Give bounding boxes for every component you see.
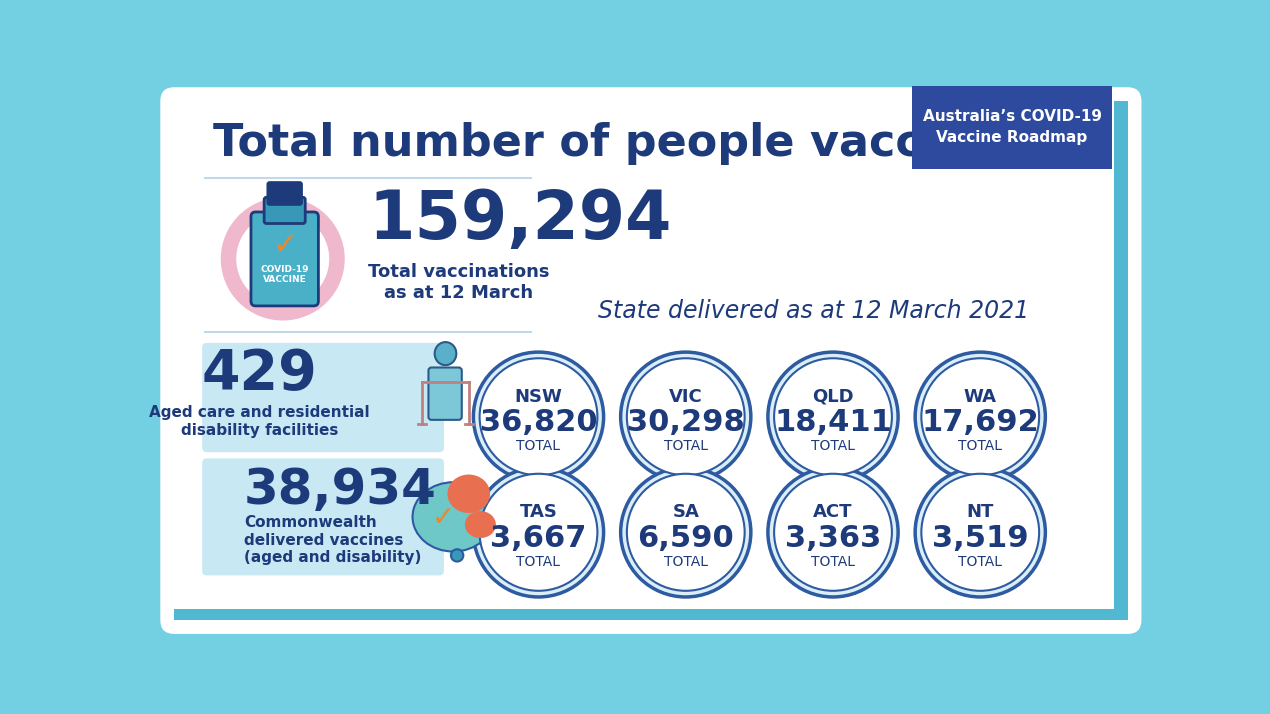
Text: ACT: ACT [813, 503, 852, 521]
Ellipse shape [474, 468, 603, 597]
FancyBboxPatch shape [912, 86, 1113, 169]
FancyBboxPatch shape [202, 343, 444, 452]
Ellipse shape [434, 342, 456, 365]
Text: NSW: NSW [514, 388, 563, 406]
Ellipse shape [775, 358, 892, 476]
Text: 38,934: 38,934 [244, 466, 437, 514]
Text: ✓: ✓ [272, 231, 298, 261]
Ellipse shape [768, 468, 898, 597]
Text: Australia’s COVID-19
Vaccine Roadmap: Australia’s COVID-19 Vaccine Roadmap [922, 109, 1101, 145]
Text: NT: NT [966, 503, 994, 521]
Text: TOTAL: TOTAL [812, 439, 855, 453]
Text: Aged care and residential
disability facilities: Aged care and residential disability fac… [149, 406, 370, 438]
Ellipse shape [413, 482, 494, 551]
Ellipse shape [916, 352, 1045, 481]
Ellipse shape [236, 213, 329, 305]
Text: VIC: VIC [669, 388, 702, 406]
Text: 17,692: 17,692 [921, 408, 1039, 438]
Ellipse shape [221, 197, 344, 321]
Text: ✓: ✓ [432, 504, 456, 533]
Text: COVID-19
VACCINE: COVID-19 VACCINE [260, 265, 310, 284]
FancyBboxPatch shape [267, 181, 304, 206]
Text: 36,820: 36,820 [480, 408, 597, 438]
FancyBboxPatch shape [202, 458, 444, 575]
FancyBboxPatch shape [428, 368, 462, 420]
Text: 429: 429 [202, 348, 318, 401]
Text: WA: WA [964, 388, 997, 406]
Ellipse shape [921, 474, 1039, 590]
Text: 3,363: 3,363 [785, 524, 881, 553]
Text: 30,298: 30,298 [627, 408, 744, 438]
Ellipse shape [480, 474, 597, 590]
Text: TOTAL: TOTAL [664, 439, 707, 453]
Ellipse shape [627, 358, 744, 476]
Text: QLD: QLD [813, 388, 853, 406]
Text: Commonwealth
delivered vaccines
(aged and disability): Commonwealth delivered vaccines (aged an… [244, 516, 422, 565]
Ellipse shape [621, 352, 751, 481]
Ellipse shape [627, 474, 744, 590]
Text: 6,590: 6,590 [638, 524, 734, 553]
Text: TOTAL: TOTAL [959, 439, 1002, 453]
FancyBboxPatch shape [1114, 101, 1128, 620]
Ellipse shape [447, 475, 490, 513]
Text: 3,667: 3,667 [490, 524, 587, 553]
Text: TOTAL: TOTAL [664, 555, 707, 568]
Ellipse shape [480, 358, 597, 476]
Text: TOTAL: TOTAL [517, 555, 560, 568]
FancyBboxPatch shape [174, 609, 1128, 620]
Text: TOTAL: TOTAL [812, 555, 855, 568]
Text: TOTAL: TOTAL [517, 439, 560, 453]
Ellipse shape [451, 549, 464, 561]
Ellipse shape [621, 468, 751, 597]
Ellipse shape [768, 352, 898, 481]
Ellipse shape [465, 511, 495, 538]
Ellipse shape [921, 358, 1039, 476]
FancyBboxPatch shape [251, 212, 319, 306]
Text: Total vaccinations
as at 12 March: Total vaccinations as at 12 March [368, 263, 550, 301]
Text: 3,519: 3,519 [932, 524, 1029, 553]
Text: TAS: TAS [519, 503, 558, 521]
Text: 18,411: 18,411 [773, 408, 892, 438]
Text: 159,294: 159,294 [368, 188, 672, 253]
Ellipse shape [775, 474, 892, 590]
FancyBboxPatch shape [160, 87, 1142, 634]
FancyBboxPatch shape [264, 197, 305, 223]
Text: Total number of people vaccinated: Total number of people vaccinated [213, 122, 1082, 165]
Text: SA: SA [672, 503, 700, 521]
Ellipse shape [474, 352, 603, 481]
Text: TOTAL: TOTAL [959, 555, 1002, 568]
Text: State delivered as at 12 March 2021: State delivered as at 12 March 2021 [598, 299, 1029, 323]
Ellipse shape [916, 468, 1045, 597]
